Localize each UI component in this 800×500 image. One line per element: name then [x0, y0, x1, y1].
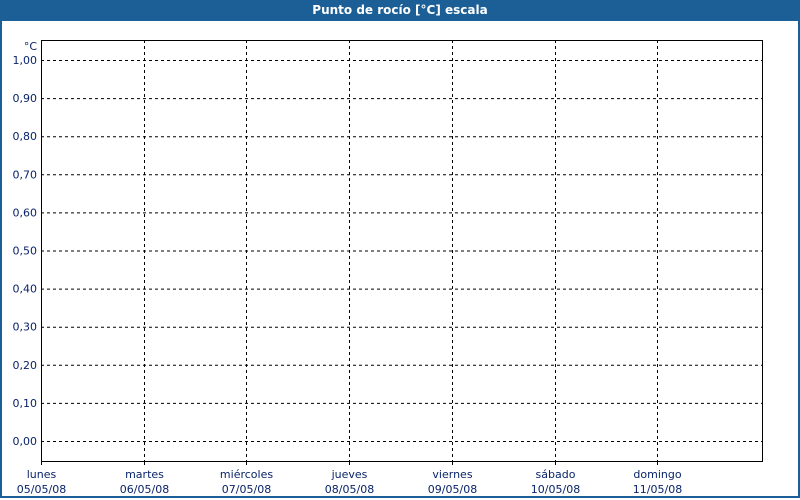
x-tick-day: sábado: [536, 468, 576, 481]
y-tick-label: 0,20: [13, 359, 38, 372]
window-title: Punto de rocío [°C] escala: [0, 0, 800, 21]
y-tick-label: 0,60: [13, 206, 38, 219]
y-tick-label: 0,30: [13, 321, 38, 334]
x-tick-date: 06/05/08: [120, 483, 169, 496]
x-tick-date: 05/05/08: [17, 483, 66, 496]
x-tick-date: 09/05/08: [428, 483, 477, 496]
x-tick-date: 08/05/08: [325, 483, 374, 496]
y-tick-label: 0,00: [13, 435, 38, 448]
plot-frame: [41, 40, 763, 462]
x-tick-day: jueves: [331, 468, 368, 481]
x-tick-date: 11/05/08: [633, 483, 682, 496]
y-tick-label: 1,00: [13, 54, 38, 67]
y-tick-label: 0,40: [13, 283, 38, 296]
y-tick-label: 0,10: [13, 397, 38, 410]
x-tick-day: miércoles: [220, 468, 273, 481]
y-axis-unit: °C: [24, 40, 38, 53]
x-tick-day: lunes: [27, 468, 57, 481]
y-tick-label: 0,90: [13, 92, 38, 105]
y-tick-label: 0,70: [13, 168, 38, 181]
y-tick-label: 0,50: [13, 245, 38, 258]
x-tick-date: 07/05/08: [222, 483, 271, 496]
y-tick-label: 0,80: [13, 130, 38, 143]
x-tick-date: 10/05/08: [531, 483, 580, 496]
x-tick-day: viernes: [432, 468, 472, 481]
x-tick-day: domingo: [633, 468, 681, 481]
x-tick-day: martes: [125, 468, 164, 481]
